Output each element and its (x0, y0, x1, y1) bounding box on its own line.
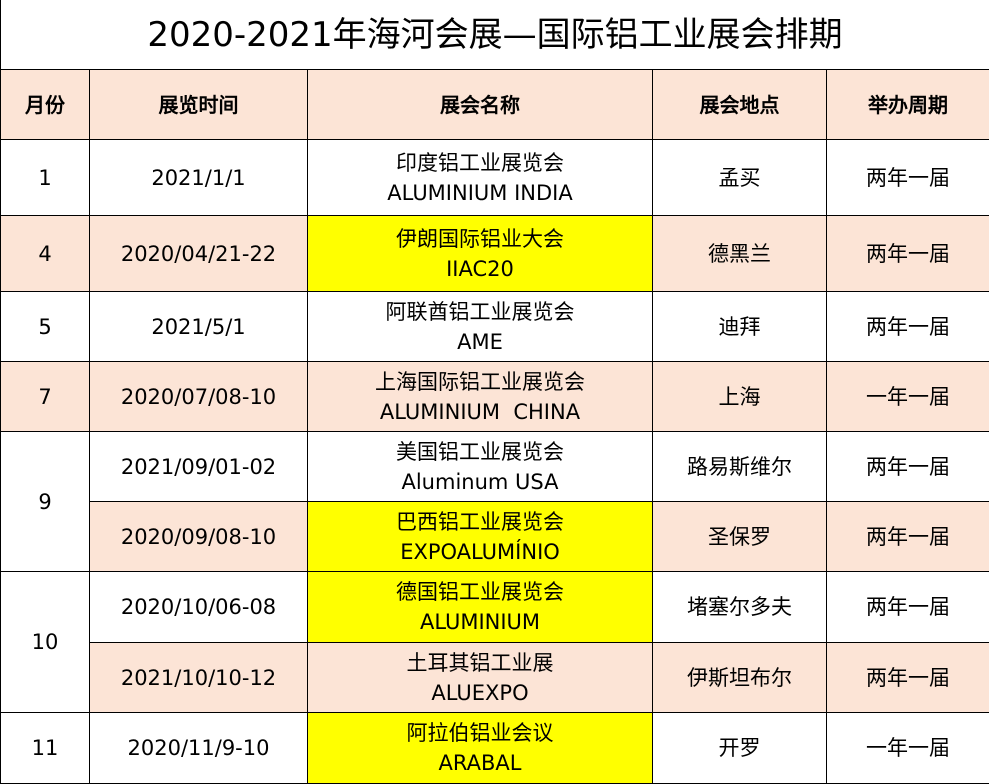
cycle-cell: 两年一届 (826, 431, 989, 502)
name-english: IIAC20 (446, 256, 514, 281)
name-chinese: 土耳其铝工业展 (406, 650, 554, 675)
cycle-cell: 两年一届 (826, 571, 989, 643)
header-month: 月份 (0, 69, 90, 140)
location-cell: 堵塞尔多夫 (652, 571, 827, 643)
location-cell: 孟买 (652, 139, 827, 216)
exhibition-name-cell: 土耳其铝工业展 ALUEXPO (307, 642, 653, 713)
header-date: 展览时间 (89, 69, 308, 140)
location-cell: 伊斯坦布尔 (652, 642, 827, 713)
name-chinese: 阿联酋铝工业展览会 (385, 299, 575, 324)
name-chinese: 德国铝工业展览会 (396, 580, 564, 604)
date-cell: 2020/07/08-10 (89, 361, 308, 432)
table-title: 2020-2021年海河会展—国际铝工业展会排期 (0, 0, 989, 70)
table-row: 7 2020/07/08-10 上海国际铝工业展览会 ALUMINIUM CHINA 上… (0, 361, 989, 432)
date-cell: 2020/10/06-08 (89, 571, 308, 643)
table-row: 10 2020/10/06-08 德国铝工业展览会 ALUMINIUM 堵塞尔多夫 两年一… (0, 571, 989, 713)
cycle-cell: 两年一届 (826, 215, 989, 292)
name-english: ALUMINIUM INDIA (387, 180, 573, 205)
month-cell: 9 (0, 431, 90, 572)
date-cell: 2021/09/01-02 (89, 431, 308, 502)
name-english: Aluminum USA (401, 469, 559, 494)
name-english: ALUEXPO (431, 680, 529, 705)
name-chinese: 巴西铝工业展览会 (396, 509, 564, 534)
date-cell: 2020/04/21-22 (89, 215, 308, 292)
name-chinese: 美国铝工业展览会 (396, 439, 564, 464)
name-chinese: 上海国际铝工业展览会 (375, 369, 585, 394)
table-row: 2020/09/08-10 巴西铝工业展览会 EXPOALUMÍNIO 圣保罗 两年一届 (0, 501, 989, 572)
exhibition-name-cell: 美国铝工业展览会 Aluminum USA (307, 431, 653, 502)
date-cell: 2021/10/10-12 (89, 642, 308, 713)
header-name: 展会名称 (307, 69, 653, 140)
exhibition-name-cell: 伊朗国际铝业大会 IIAC20 (307, 215, 653, 292)
location-cell: 圣保罗 (652, 501, 827, 572)
name-chinese: 印度铝工业展览会 (396, 150, 564, 175)
location-cell: 迪拜 (652, 291, 827, 362)
month-cell: 7 (0, 361, 90, 432)
cycle-cell: 两年一届 (826, 642, 989, 713)
exhibition-name-cell: 阿联酋铝工业展览会 AME (307, 291, 653, 362)
date-cell: 2020/11/9-10 (89, 712, 308, 784)
table-row: 5 2021/5/1 阿联酋铝工业展览会 AME 迪拜 两年一届 (0, 291, 989, 362)
date-cell: 2021/5/1 (89, 291, 308, 362)
month-cell: 5 (0, 291, 90, 362)
table-row: 1 2021/1/1 印度铝工业展览会 ALUMINIUM INDIA 孟买 两年一届 (0, 139, 989, 216)
cycle-cell: 两年一届 (826, 139, 989, 216)
name-english: ALUMINIUM CHINA (379, 399, 581, 424)
name-english: AME (457, 329, 503, 354)
table-row: 9 2021/09/01-02 美国铝工业展览会 Aluminum USA 路易斯维尔两… (0, 431, 989, 572)
table-row: 4 2020/04/21-22 伊朗国际铝业大会 IIAC20 德黑兰 两年一届 (0, 215, 989, 292)
cycle-cell: 两年一届 (826, 501, 989, 572)
table-row: 2021/10/10-12 土耳其铝工业展 ALUEXPO 伊斯坦布尔 两年一届 (0, 642, 989, 713)
cycle-cell: 一年一届 (826, 712, 989, 784)
table-row: 11 2020/11/9-10 阿拉伯铝业会议 ARABAL 开罗 一年一届 (0, 712, 989, 784)
month-cell: 4 (0, 215, 90, 292)
exhibition-name-cell: 巴西铝工业展览会 EXPOALUMÍNIO (307, 501, 653, 572)
name-chinese: 阿拉伯铝业会议 (406, 721, 554, 745)
name-chinese: 伊朗国际铝业大会 (396, 226, 564, 251)
cycle-cell: 一年一届 (826, 361, 989, 432)
date-cell: 2021/1/1 (89, 139, 308, 216)
location-cell: 上海 (652, 361, 827, 432)
location-cell: 路易斯维尔 (652, 431, 827, 502)
header-cycle: 举办周期 (826, 69, 989, 140)
header-location: 展会地点 (652, 69, 827, 140)
month-cell: 10 (0, 571, 90, 713)
location-cell: 德黑兰 (652, 215, 827, 292)
exhibition-name-cell: 印度铝工业展览会 ALUMINIUM INDIA (307, 139, 653, 216)
name-english: EXPOALUMÍNIO (400, 539, 560, 564)
exhibition-name-cell: 阿拉伯铝业会议 ARABAL (307, 712, 653, 784)
exhibition-name-cell: 上海国际铝工业展览会 ALUMINIUM CHINA (307, 361, 653, 432)
month-cell: 11 (0, 712, 90, 784)
name-english: ARABAL (438, 751, 522, 775)
name-english: ALUMINIUM (419, 610, 541, 634)
exhibition-name-cell: 德国铝工业展览会 ALUMINIUM (307, 571, 653, 643)
location-cell: 开罗 (652, 712, 827, 784)
cycle-cell: 两年一届 (826, 291, 989, 362)
date-cell: 2020/09/08-10 (89, 501, 308, 572)
month-cell: 1 (0, 139, 90, 216)
